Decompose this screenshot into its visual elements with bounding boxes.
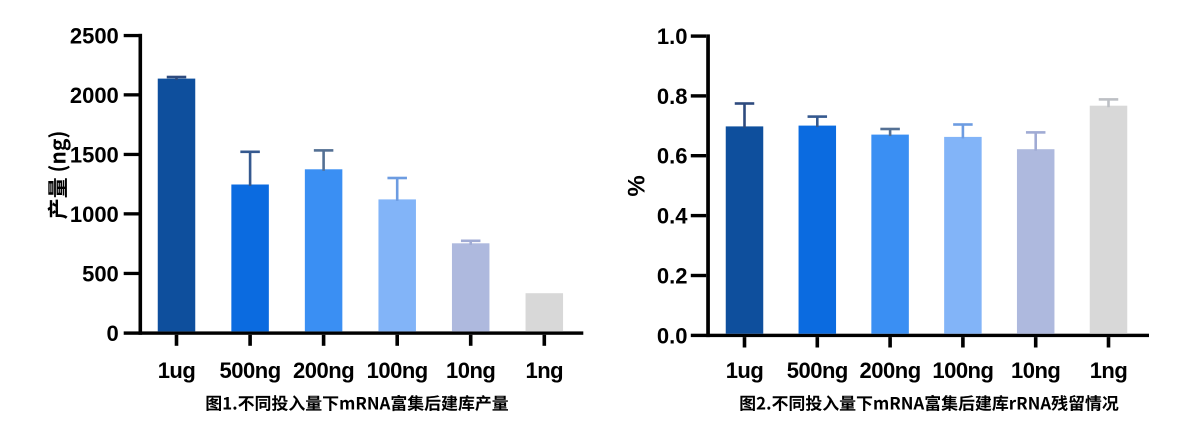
svg-text:10ng: 10ng [1011, 358, 1060, 383]
svg-text:0.8: 0.8 [657, 84, 688, 109]
svg-text:500: 500 [82, 261, 119, 286]
svg-text:0.6: 0.6 [657, 144, 688, 169]
svg-text:100ng: 100ng [367, 358, 428, 383]
svg-text:100ng: 100ng [932, 358, 993, 383]
svg-text:0.4: 0.4 [657, 204, 688, 229]
svg-text:2000: 2000 [70, 83, 119, 108]
svg-text:200ng: 200ng [860, 358, 921, 383]
svg-text:1000: 1000 [70, 202, 119, 227]
svg-text:1ug: 1ug [158, 358, 196, 383]
svg-text:500ng: 500ng [787, 358, 848, 383]
svg-text:1ng: 1ng [525, 358, 563, 383]
svg-text:1500: 1500 [70, 142, 119, 167]
svg-text:0.0: 0.0 [657, 323, 688, 348]
svg-text:500ng: 500ng [220, 358, 281, 383]
svg-text:0.2: 0.2 [657, 264, 688, 289]
svg-text:2500: 2500 [70, 24, 119, 49]
svg-text:200ng: 200ng [293, 358, 354, 383]
svg-text:1.0: 1.0 [657, 24, 688, 49]
svg-text:%: % [623, 175, 650, 196]
svg-text:0: 0 [107, 321, 119, 346]
svg-text:10ng: 10ng [446, 358, 495, 383]
svg-text:1ng: 1ng [1090, 358, 1128, 383]
svg-text:1ug: 1ug [726, 358, 764, 383]
